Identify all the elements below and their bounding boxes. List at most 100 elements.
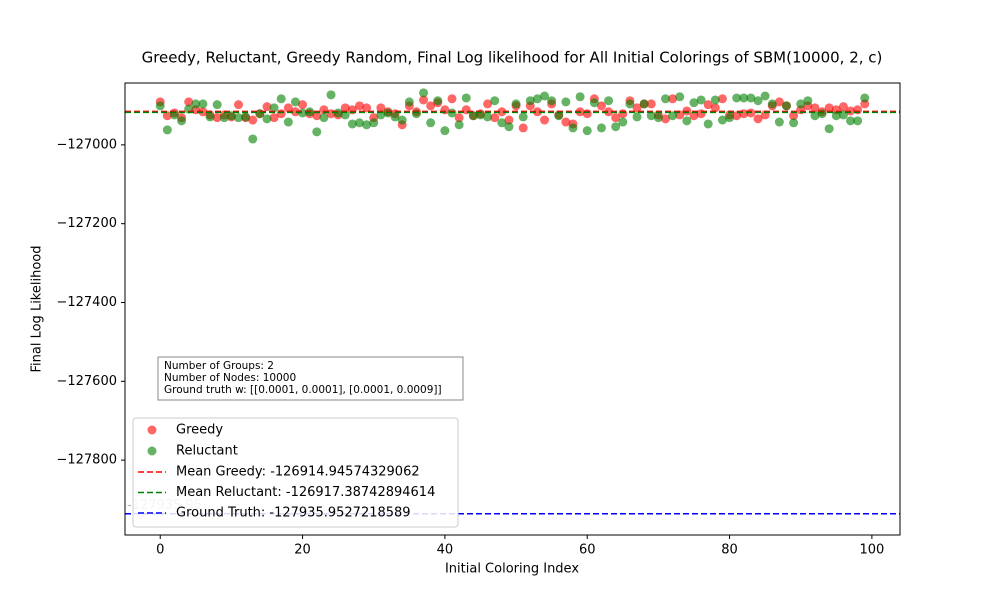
point: [312, 111, 322, 121]
point: [596, 123, 606, 133]
point: [540, 115, 550, 125]
point: [241, 112, 251, 122]
point: [824, 124, 834, 134]
point: [661, 114, 671, 124]
point: [532, 94, 542, 104]
x-tick-label: 80: [721, 543, 738, 558]
point: [596, 101, 606, 111]
point: [554, 111, 564, 121]
point: [283, 117, 293, 127]
y-tick-label: −127600: [56, 374, 117, 389]
point: [319, 113, 329, 123]
point: [497, 107, 507, 117]
point: [753, 96, 763, 106]
point: [582, 126, 592, 136]
point: [781, 101, 791, 111]
x-tick-label: 60: [579, 543, 596, 558]
point: [618, 109, 628, 119]
legend-marker: [147, 425, 157, 435]
point: [547, 96, 557, 106]
point: [746, 93, 756, 103]
point: [234, 113, 244, 123]
point: [404, 97, 414, 107]
point: [276, 109, 286, 119]
info-text: Ground truth w: [[0.0001, 0.0001], [0.00…: [164, 384, 442, 396]
point: [810, 103, 820, 113]
point: [732, 111, 742, 121]
point: [625, 99, 635, 109]
legend-label: Mean Greedy: -126914.94574329062: [176, 465, 420, 480]
point: [347, 119, 357, 129]
point: [767, 99, 777, 109]
point: [604, 107, 614, 117]
point: [177, 116, 187, 126]
legend-frame: [132, 417, 459, 528]
point: [490, 96, 500, 106]
point: [696, 109, 706, 119]
y-tick-label: −127200: [56, 216, 117, 231]
point: [646, 111, 656, 121]
point: [611, 122, 621, 132]
point: [838, 102, 848, 112]
info-text: Number of Nodes: 10000: [164, 372, 296, 384]
legend-label: Greedy: [176, 423, 223, 438]
point: [853, 116, 863, 126]
point: [824, 103, 834, 113]
point: [717, 94, 727, 104]
point: [525, 96, 535, 106]
point: [860, 93, 870, 103]
point: [753, 114, 763, 124]
point: [668, 111, 678, 121]
point: [283, 103, 293, 113]
point: [447, 94, 457, 104]
point: [682, 116, 692, 126]
point: [354, 101, 364, 111]
point: [454, 120, 464, 130]
point: [248, 134, 258, 144]
point: [205, 112, 215, 122]
point: [689, 111, 699, 121]
point: [639, 99, 649, 109]
point: [696, 95, 706, 105]
point: [540, 91, 550, 101]
point: [675, 92, 685, 102]
y-tick-label: −127000: [56, 137, 117, 152]
point: [269, 113, 279, 123]
legend-marker: [147, 446, 157, 456]
plot-frame: [124, 82, 901, 536]
point: [248, 115, 258, 125]
point: [497, 118, 507, 128]
point: [810, 111, 820, 121]
y-tick-label: −127800: [56, 453, 117, 468]
point: [589, 98, 599, 108]
info-box-frame: [157, 356, 464, 401]
point: [162, 111, 172, 121]
point: [490, 113, 500, 123]
chart-title: Greedy, Reluctant, Greedy Random, Final …: [142, 49, 883, 67]
x-tick-label: 0: [156, 543, 164, 558]
point: [390, 112, 400, 122]
point: [725, 113, 735, 123]
point: [611, 113, 621, 123]
point: [817, 109, 827, 119]
point: [276, 94, 286, 104]
point: [191, 99, 201, 109]
point: [212, 113, 222, 123]
point: [219, 113, 229, 123]
legend-label: Mean Reluctant: -126917.38742894614: [176, 485, 435, 500]
point: [774, 117, 784, 127]
point: [831, 111, 841, 121]
point: [155, 101, 165, 111]
point: [362, 120, 372, 130]
point: [774, 97, 784, 107]
point: [226, 111, 236, 121]
x-tick-label: 100: [859, 543, 884, 558]
legend-label: Reluctant: [176, 444, 238, 459]
point: [582, 109, 592, 119]
point: [561, 117, 571, 127]
point: [184, 97, 194, 107]
point: [632, 112, 642, 122]
point: [575, 92, 585, 102]
